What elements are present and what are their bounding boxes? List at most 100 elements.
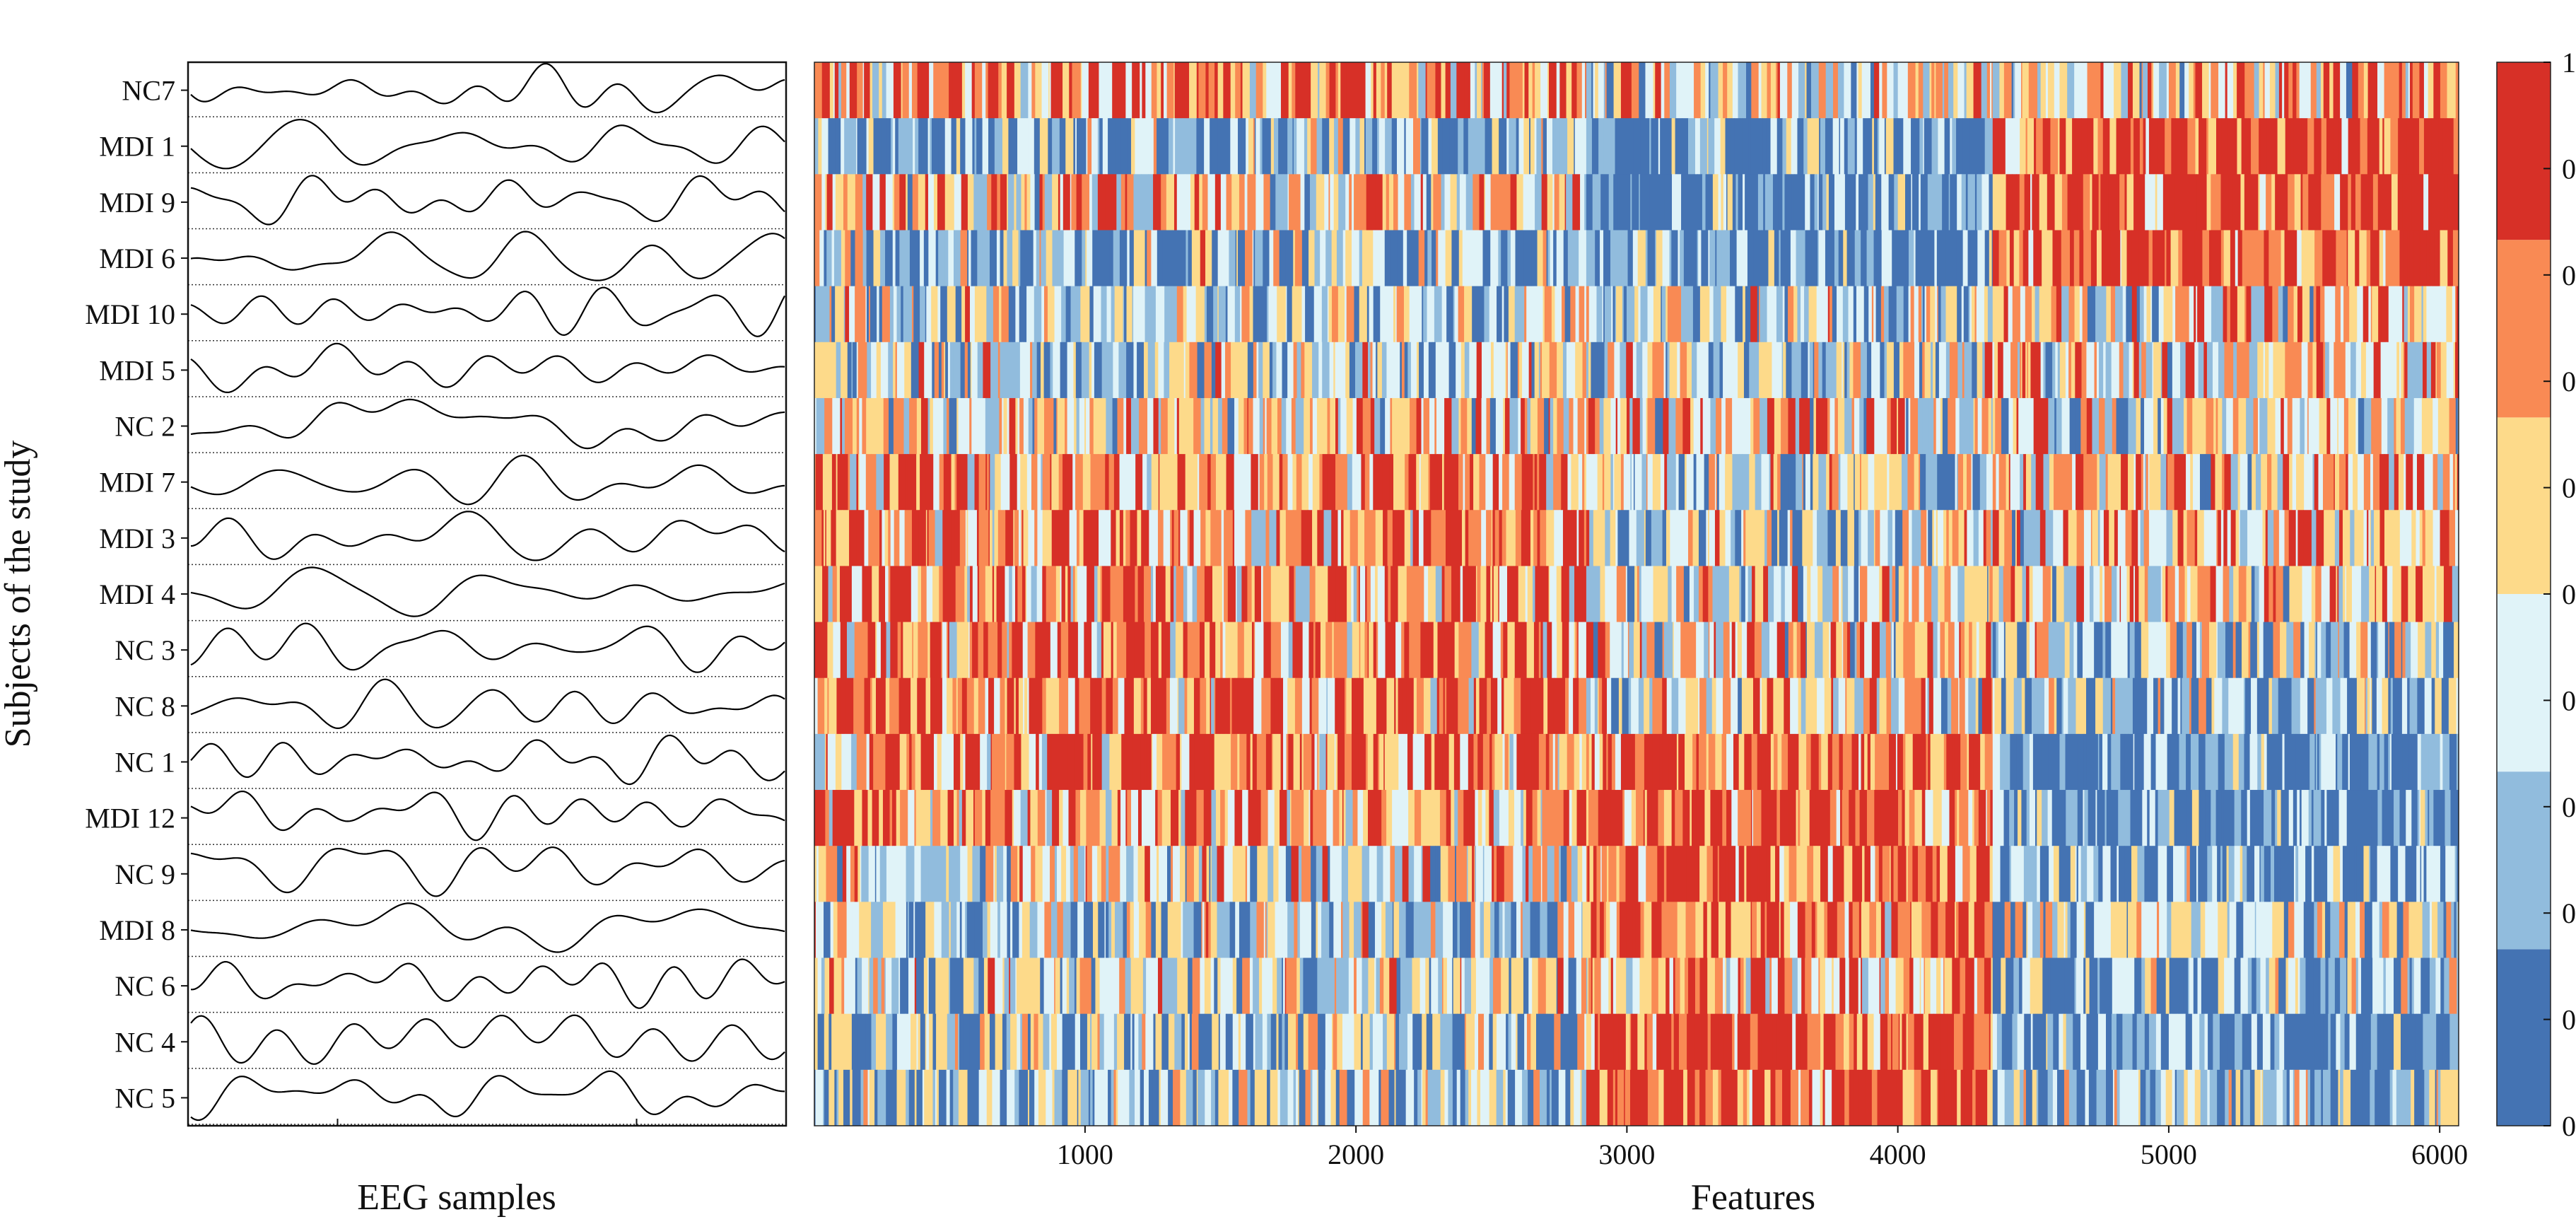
heatmap-cell — [906, 733, 910, 791]
heatmap-cell — [1135, 230, 1140, 287]
heatmap-cell — [1510, 454, 1516, 511]
heatmap-cell — [1540, 622, 1544, 679]
heatmap-cell — [2199, 677, 2205, 735]
heatmap-cell — [1400, 342, 1403, 399]
heatmap-cell — [2069, 397, 2076, 455]
heatmap-cell — [1163, 510, 1171, 566]
heatmap-cell — [2096, 230, 2102, 287]
heatmap-cell — [1821, 733, 1829, 791]
heatmap-cell — [1984, 286, 1989, 343]
heatmap-cell — [2395, 286, 2403, 343]
heatmap-cell — [2170, 622, 2172, 679]
heatmap-cell — [1934, 510, 1937, 566]
heatmap-cell — [2117, 174, 2120, 231]
heatmap-cell — [1733, 566, 1740, 623]
heatmap-cell — [1544, 397, 1550, 455]
heatmap-cell — [1456, 174, 1460, 231]
heatmap-cell — [2022, 230, 2026, 287]
heatmap-cell — [1095, 677, 1099, 735]
heatmap-cell — [917, 677, 919, 735]
heatmap-cell — [1444, 286, 1447, 343]
heatmap-cell — [2439, 286, 2447, 343]
heatmap-cell — [1781, 566, 1786, 623]
heatmap-cell — [956, 397, 959, 455]
heatmap-cell — [2025, 342, 2028, 399]
heatmap-cell — [1751, 62, 1760, 119]
heatmap-cell — [842, 510, 850, 566]
heatmap-cell — [1810, 397, 1815, 455]
heatmap-cell — [1873, 62, 1880, 119]
heatmap-cell — [1521, 454, 1526, 511]
heatmap-cell — [1769, 622, 1778, 679]
heatmap-cell — [1824, 677, 1832, 735]
heatmap-cell — [2063, 677, 2068, 735]
heatmap-cell — [1911, 118, 1915, 175]
heatmap-cell — [859, 397, 863, 455]
heatmap-cell — [1455, 566, 1461, 623]
eeg-trace — [190, 286, 785, 337]
heatmap-cell — [1089, 174, 1093, 231]
heatmap-cell — [1086, 397, 1090, 455]
heatmap-cell — [1842, 733, 1845, 791]
heatmap-cell — [1841, 566, 1844, 623]
heatmap-cell — [2337, 397, 2339, 455]
heatmap-cell — [2183, 677, 2190, 735]
heatmap-cell — [873, 397, 877, 455]
heatmap-cell — [1620, 454, 1624, 511]
heatmap-cell — [1072, 62, 1076, 119]
heatmap-cell — [1552, 118, 1557, 175]
heatmap-cell — [2336, 566, 2338, 623]
heatmap-cell — [1664, 286, 1666, 343]
heatmap-cell — [1619, 174, 1627, 231]
heatmap-cell — [2367, 510, 2369, 566]
heatmap-cell — [854, 790, 861, 846]
heatmap-cell — [1199, 622, 1205, 679]
heatmap-cell — [901, 622, 903, 679]
heatmap-cell — [2343, 622, 2350, 679]
heatmap-cell — [1345, 230, 1352, 287]
heatmap-cell — [2340, 286, 2344, 343]
heatmap-cell — [1791, 174, 1795, 231]
subject-label: NC7 — [122, 75, 175, 107]
heatmap-cell — [1002, 566, 1006, 623]
heatmap-cell — [853, 342, 857, 399]
heatmap-cell — [1144, 230, 1147, 287]
heatmap-cell — [1359, 118, 1365, 175]
heatmap-cell — [1016, 174, 1022, 231]
heatmap-cell — [1278, 566, 1282, 623]
heatmap-cell — [1243, 454, 1252, 511]
heatmap-cell — [1251, 566, 1255, 623]
heatmap-cell — [2108, 118, 2110, 175]
heatmap-cell — [1468, 677, 1475, 735]
heatmap-cell — [1879, 118, 1882, 175]
heatmap-cell — [1837, 286, 1844, 343]
heatmap-cell — [1137, 342, 1144, 399]
heatmap-cell — [1810, 454, 1813, 511]
heatmap-cell — [1874, 286, 1877, 343]
heatmap-cell — [1288, 62, 1292, 119]
heatmap-cell — [998, 733, 1006, 791]
heatmap-cell — [1670, 510, 1674, 566]
heatmap-cell — [827, 622, 834, 679]
heatmap-cell — [2281, 397, 2285, 455]
heatmap-cell — [1854, 118, 1858, 175]
heatmap-cell — [1147, 677, 1152, 735]
heatmap-cell — [2056, 510, 2064, 566]
heatmap-cell — [2025, 566, 2030, 623]
heatmap-cell — [1302, 622, 1310, 679]
heatmap-cell — [2254, 342, 2258, 399]
heatmap-cell — [1562, 622, 1569, 679]
heatmap-cell — [1653, 62, 1656, 119]
heatmap-cell — [1969, 566, 1977, 623]
heatmap-cell — [1147, 397, 1152, 455]
heatmap-cell — [1673, 622, 1675, 679]
heatmap-cell — [1955, 454, 1957, 511]
heatmap-cell — [2388, 286, 2396, 343]
heatmap-cell — [1007, 622, 1009, 679]
heatmap-cell — [2413, 118, 2420, 175]
heatmap-cell — [1727, 62, 1729, 119]
heatmap-cell — [1316, 118, 1323, 175]
heatmap-cell — [1929, 62, 1932, 119]
heatmap-cell — [1842, 342, 1844, 399]
heatmap-cell — [1842, 342, 1845, 399]
